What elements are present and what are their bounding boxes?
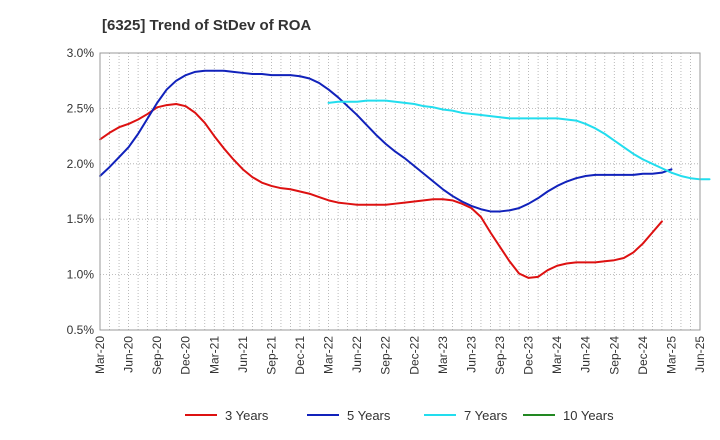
legend-label: 10 Years: [563, 408, 614, 423]
legend: 3 Years 5 Years 7 Years 10 Years: [185, 408, 614, 423]
series-line-7-years: [327, 99, 711, 181]
legend-label: 7 Years: [464, 408, 508, 423]
series-line-3-years: [99, 102, 663, 279]
x-tick-label: Jun-20: [122, 336, 136, 373]
x-tick-label: Mar-21: [207, 336, 221, 374]
legend-label: 5 Years: [347, 408, 391, 423]
x-tick-label: Dec-24: [636, 336, 650, 375]
grid: [100, 53, 700, 330]
y-axis: 3.0% 2.5% 2.0% 1.5% 1.0% 0.5%: [67, 46, 95, 337]
x-tick-label: Sep-20: [150, 336, 164, 375]
series-lines: [99, 69, 711, 279]
x-tick-label: Jun-23: [464, 336, 478, 373]
y-tick-label: 0.5%: [67, 323, 95, 337]
x-tick-label: Sep-23: [493, 336, 507, 375]
x-tick-label: Mar-25: [664, 336, 678, 374]
x-tick-label: Mar-20: [93, 336, 107, 374]
x-tick-label: Mar-24: [550, 336, 564, 374]
legend-label: 3 Years: [225, 408, 269, 423]
y-tick-label: 2.5%: [67, 101, 95, 115]
x-tick-label: Sep-24: [607, 336, 621, 375]
x-tick-label: Dec-21: [293, 336, 307, 375]
x-tick-label: Sep-22: [379, 336, 393, 375]
x-tick-label: Dec-20: [179, 336, 193, 375]
x-tick-label: Jun-25: [693, 336, 707, 373]
y-tick-label: 1.0%: [67, 268, 95, 282]
plot-frame: [99, 52, 701, 331]
x-tick-label: Mar-23: [436, 336, 450, 374]
series-line-5-years: [99, 69, 673, 213]
plot-area: [100, 53, 700, 330]
x-tick-label: Dec-22: [407, 336, 421, 375]
x-axis: Mar-20 Jun-20 Sep-20 Dec-20 Mar-21 Jun-21 Sep-…: [93, 336, 707, 375]
x-tick-label: Mar-22: [322, 336, 336, 374]
x-tick-label: Jun-24: [579, 336, 593, 373]
y-tick-label: 1.5%: [67, 212, 95, 226]
y-tick-label: 2.0%: [67, 157, 95, 171]
y-tick-label: 3.0%: [67, 46, 95, 60]
x-tick-label: Jun-22: [350, 336, 364, 373]
chart-title: [6325] Trend of StDev of ROA: [102, 17, 311, 34]
x-tick-label: Jun-21: [236, 336, 250, 373]
x-tick-label: Dec-23: [522, 336, 536, 375]
x-tick-label: Sep-21: [264, 336, 278, 375]
